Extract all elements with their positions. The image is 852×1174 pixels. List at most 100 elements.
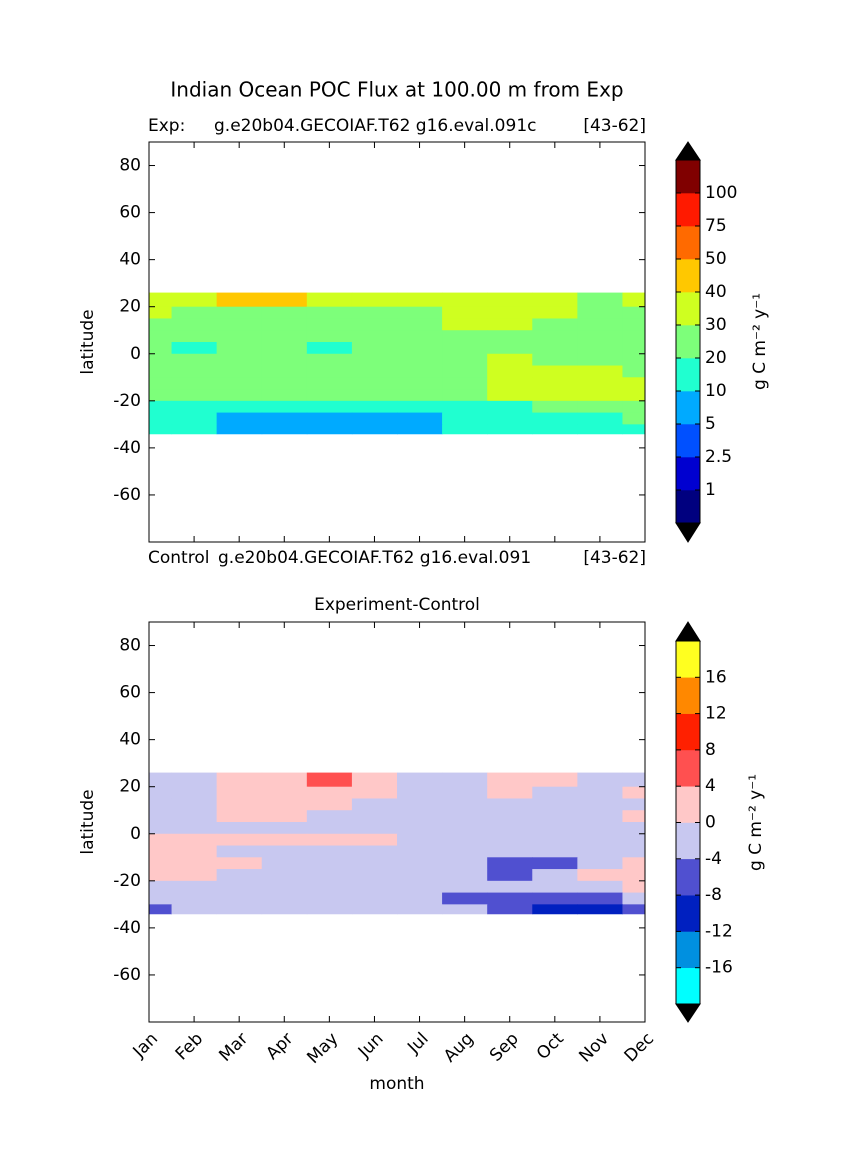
field-cell	[261, 833, 308, 847]
x-tick-label: Oct	[533, 1029, 568, 1064]
field-cell	[442, 306, 488, 319]
field-cell	[397, 353, 443, 367]
field-cell	[149, 424, 173, 435]
y-tick-label: -60	[113, 965, 141, 985]
field-cell	[306, 833, 353, 847]
field-cell	[532, 892, 578, 905]
colorbar-label: g C m⁻² y⁻¹	[746, 774, 766, 871]
colorbar-over	[675, 141, 701, 161]
field-cell	[577, 822, 623, 835]
y-tick-label: 40	[119, 250, 141, 270]
colorbar-tick-label: 40	[705, 282, 727, 302]
colorbar-label: g C m⁻² y⁻¹	[750, 293, 770, 390]
field-cell	[442, 833, 488, 847]
field-cell	[577, 412, 623, 425]
field-cell	[216, 365, 263, 378]
field-cell	[351, 833, 398, 847]
field-cell	[532, 365, 578, 378]
field-cell	[351, 306, 398, 319]
field-cell	[216, 857, 263, 870]
x-tick-label: Aug	[440, 1029, 478, 1067]
field-cell	[397, 365, 443, 378]
x-tick-label: Sep	[486, 1029, 523, 1066]
field-cell	[306, 412, 353, 425]
field-cell	[442, 365, 488, 378]
field-cell	[149, 892, 173, 905]
field-cell	[487, 412, 533, 425]
colorbar-tick-label: 10	[705, 381, 727, 401]
field-cell	[306, 353, 353, 367]
field-cell	[149, 365, 173, 378]
field-cell	[149, 412, 173, 425]
annotation: [43-62]	[583, 548, 646, 568]
colorbar-tick-label: 2.5	[705, 447, 732, 467]
field-cell	[442, 810, 488, 823]
colorbar-tick-label: 1	[705, 480, 716, 500]
field-cell	[306, 377, 353, 390]
field-cell	[306, 857, 353, 870]
field-cell	[261, 798, 308, 811]
y-tick-label: -40	[113, 438, 141, 458]
field-cell	[442, 424, 488, 435]
annotation: g.e20b04.GECOIAF.T62 g16.eval.091	[218, 548, 531, 568]
field-cell	[622, 330, 645, 343]
field-cell	[532, 400, 578, 414]
field-cell	[216, 833, 263, 847]
colorbar-segment	[676, 160, 700, 194]
field-cell	[171, 833, 218, 847]
field-cell	[622, 786, 645, 799]
field-cell	[487, 833, 533, 847]
field-cell	[532, 833, 578, 847]
field-cell	[487, 904, 533, 915]
field-cell	[397, 904, 443, 915]
field-cell	[351, 342, 398, 355]
colorbar-segment	[676, 358, 700, 392]
colorbar-segment	[676, 259, 700, 293]
field-cell	[397, 412, 443, 425]
field-cell	[487, 400, 533, 414]
field-cell	[397, 389, 443, 402]
field-cell	[216, 822, 263, 835]
colorbar-segment	[676, 895, 700, 932]
field-cell	[306, 786, 353, 799]
y-tick-label: 20	[119, 297, 141, 317]
field-cell	[622, 810, 645, 823]
colorbar-segment	[676, 424, 700, 458]
field-cell	[532, 845, 578, 858]
field-cell	[397, 822, 443, 835]
field-cell	[487, 786, 533, 799]
x-tick-label: Jul	[403, 1029, 432, 1058]
field-cell	[216, 892, 263, 905]
colorbar-segment	[676, 325, 700, 359]
field-cell	[261, 424, 308, 435]
field-cell	[216, 772, 263, 788]
field-cell	[149, 845, 173, 858]
field-cell	[261, 869, 308, 882]
field-cell	[442, 342, 488, 355]
field-cell	[171, 353, 218, 367]
colorbar-tick-label: -12	[705, 921, 733, 941]
field-cell	[149, 786, 173, 799]
field-cell	[216, 377, 263, 390]
field-cell	[397, 880, 443, 894]
field-cell	[306, 869, 353, 882]
field-cell	[261, 857, 308, 870]
field-cell	[171, 365, 218, 378]
field-cell	[351, 810, 398, 823]
field-cell	[487, 880, 533, 894]
field-cell	[261, 292, 308, 308]
field-cell	[487, 892, 533, 905]
field-cell	[397, 892, 443, 905]
colorbar-tick-label: 12	[705, 704, 727, 724]
field-cell	[261, 353, 308, 367]
colorbar-segment	[676, 858, 700, 896]
field-cell	[306, 400, 353, 414]
y-tick-label: 80	[119, 636, 141, 656]
field-cell	[622, 845, 645, 858]
field-cell	[149, 822, 173, 835]
field-cell	[171, 892, 218, 905]
field-cell	[532, 822, 578, 835]
field-cell	[532, 389, 578, 402]
colorbar-frame	[675, 159, 701, 524]
field-cell	[487, 306, 533, 319]
